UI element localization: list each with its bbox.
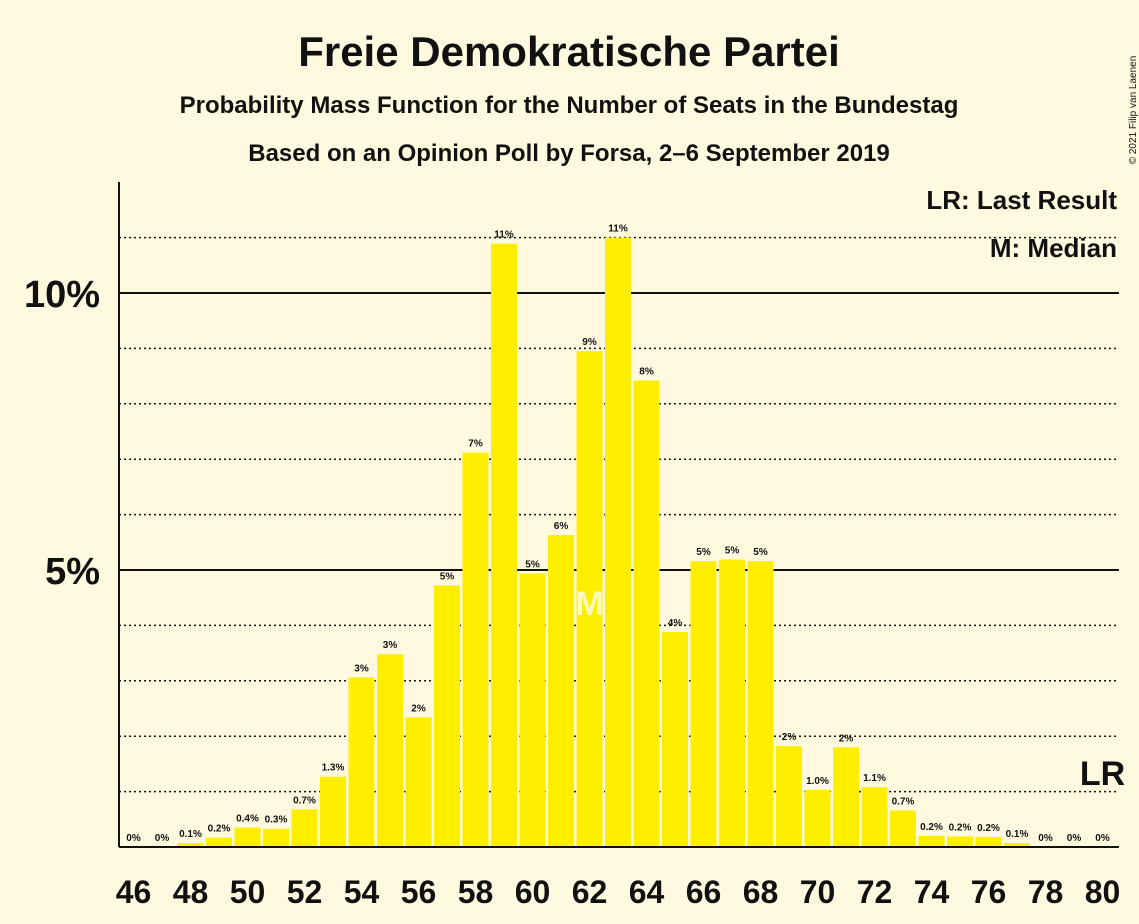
chart-subtitle: Probability Mass Function for the Number… (180, 92, 959, 119)
x-tick-label: 66 (686, 874, 722, 910)
bar-labels: 0% 0% 0.1% 0.2% 0.4% 0.3% 0.7% 1.3% 3% 3% 2% 5% 7% 11… (126, 224, 1110, 844)
bar-seat-75 (947, 836, 973, 847)
bar-label-seat-66: 5% (696, 547, 711, 558)
bar-label-seat-60: 5% (525, 559, 540, 570)
bar-seat-54 (348, 677, 375, 847)
copyright-text: © 2021 Filip van Laenen (1128, 56, 1139, 165)
bar-label-seat-53: 1.3% (322, 763, 345, 774)
y-tick-label: 5% (45, 551, 100, 593)
bar-label-seat-48: 0.1% (179, 829, 202, 840)
bar-label-seat-72: 1.1% (863, 773, 886, 784)
bar-seat-67 (719, 559, 745, 847)
bar-label-seat-76: 0.2% (977, 823, 1000, 834)
bar-label-seat-55: 3% (383, 640, 398, 651)
bar-label-seat-63: 11% (608, 224, 628, 235)
bar-seat-55 (377, 654, 403, 847)
bar-seat-70 (804, 789, 831, 847)
bar-label-seat-73: 0.7% (892, 796, 915, 807)
bar-label-seat-68: 5% (753, 547, 768, 558)
y-ticks: 5% 10% (24, 274, 100, 593)
bar-seat-64 (633, 380, 660, 847)
bar-seat-73 (890, 810, 916, 847)
bar-seat-66 (690, 561, 717, 847)
x-tick-label: 52 (287, 874, 323, 910)
bar-seat-59 (491, 243, 517, 848)
x-tick-label: 46 (116, 874, 152, 910)
chart-source: Based on an Opinion Poll by Forsa, 2–6 S… (248, 140, 890, 167)
x-tick-label: 76 (971, 874, 1007, 910)
x-tick-label: 78 (1028, 874, 1064, 910)
bar-seat-65 (662, 632, 688, 847)
bar-label-seat-75: 0.2% (949, 822, 972, 833)
bar-label-seat-74: 0.2% (920, 822, 943, 833)
bar-label-seat-59: 11% (494, 230, 514, 241)
bar-seat-48 (177, 843, 204, 847)
bar-seat-71 (833, 747, 859, 847)
x-tick-label: 70 (800, 874, 836, 910)
bar-seat-68 (747, 561, 774, 847)
bar-label-seat-56: 2% (411, 703, 426, 714)
bar-label-seat-62: 9% (582, 337, 597, 348)
bar-seat-62 (576, 351, 603, 847)
bar-label-seat-69: 2% (782, 732, 797, 743)
bar-label-seat-58: 7% (468, 439, 483, 450)
x-tick-label: 80 (1085, 874, 1121, 910)
x-tick-label: 62 (572, 874, 608, 910)
bar-label-seat-52: 0.7% (293, 795, 316, 806)
bar-label-seat-47: 0% (155, 833, 170, 844)
bar-label-seat-80: 0% (1095, 833, 1110, 844)
bar-seat-50 (234, 827, 261, 847)
bar-seat-51 (263, 828, 289, 847)
bar-seat-61 (548, 535, 574, 847)
bar-seat-49 (206, 837, 232, 847)
bar-seat-58 (462, 452, 489, 847)
x-tick-label: 60 (515, 874, 551, 910)
bar-seat-53 (320, 776, 346, 847)
x-tick-label: 58 (458, 874, 494, 910)
bar-label-seat-71: 2% (839, 733, 854, 744)
bar-seat-63 (605, 237, 631, 848)
x-tick-label: 50 (230, 874, 266, 910)
bar-seat-74 (918, 835, 945, 847)
chart-title: Freie Demokratische Partei (298, 28, 840, 75)
bar-seat-57 (434, 585, 460, 847)
legend-last-result: LR: Last Result (926, 185, 1117, 215)
bars (177, 237, 1030, 848)
bar-seat-72 (861, 787, 888, 847)
bar-label-seat-46: 0% (126, 833, 141, 844)
x-tick-label: 48 (173, 874, 209, 910)
x-tick-label: 74 (914, 874, 950, 910)
bar-seat-69 (776, 746, 802, 847)
x-tick-label: 64 (629, 874, 665, 910)
bar-label-seat-70: 1.0% (806, 776, 829, 787)
bar-label-seat-49: 0.2% (208, 824, 231, 835)
bar-label-seat-78: 0% (1038, 833, 1053, 844)
bar-label-seat-57: 5% (440, 572, 455, 583)
bar-seat-77 (1004, 843, 1030, 847)
x-tick-label: 72 (857, 874, 893, 910)
legend-median: M: Median (990, 233, 1117, 263)
last-result-marker: LR (1080, 755, 1125, 793)
bar-label-seat-61: 6% (554, 521, 569, 532)
median-marker: M (575, 585, 603, 623)
bar-label-seat-79: 0% (1067, 833, 1082, 844)
bar-label-seat-67: 5% (725, 545, 740, 556)
bar-label-seat-77: 0.1% (1006, 829, 1029, 840)
x-tick-label: 68 (743, 874, 779, 910)
bar-seat-52 (291, 809, 318, 847)
bar-seat-60 (519, 573, 546, 847)
x-tick-label: 56 (401, 874, 437, 910)
bar-label-seat-51: 0.3% (265, 815, 288, 826)
bar-seat-56 (405, 717, 432, 847)
bar-label-seat-65: 4% (668, 618, 683, 629)
x-tick-label: 54 (344, 874, 380, 910)
y-tick-label: 10% (24, 274, 100, 316)
bar-label-seat-64: 8% (639, 367, 654, 378)
bar-label-seat-50: 0.4% (236, 814, 259, 825)
bar-seat-76 (975, 837, 1002, 847)
x-ticks: 46 48 50 52 54 56 58 60 62 64 66 68 70 72 74 76 78 80 (116, 874, 1121, 910)
bar-label-seat-54: 3% (354, 663, 369, 674)
